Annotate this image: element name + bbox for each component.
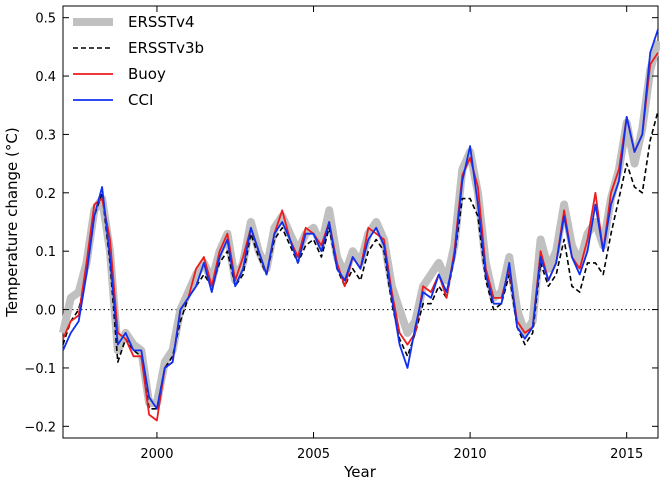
legend-label-cci: CCI: [128, 91, 153, 109]
legend-label-ersstv4: ERSSTv4: [128, 13, 195, 31]
y-tick-label: 0.5: [35, 12, 56, 27]
legend-label-ersstv3b: ERSSTv3b: [128, 39, 204, 57]
y-tick-label: 0.3: [35, 128, 56, 143]
y-tick-label: 0.1: [35, 245, 56, 260]
y-tick-label: 0.4: [35, 70, 56, 85]
x-tick-label: 2000: [140, 447, 173, 462]
x-tick-label: 2015: [610, 447, 643, 462]
y-tick-label: 0.0: [35, 304, 56, 319]
x-tick-label: 2005: [297, 447, 330, 462]
x-axis: 2000 2005 2010 2015: [140, 6, 643, 462]
y-tick-label: −0.2: [24, 420, 56, 435]
legend: ERSSTv4 ERSSTv3b Buoy CCI: [73, 13, 204, 109]
series-line-cci: [62, 29, 659, 410]
x-tick-label: 2010: [454, 447, 487, 462]
series-line-ersstv4: [59, 39, 660, 407]
y-tick-label: −0.1: [24, 362, 56, 377]
y-axis: −0.2 −0.1 0.0 0.1 0.2 0.3 0.4 0.5: [24, 12, 658, 435]
series-group: [59, 29, 660, 422]
y-axis-label: Temperature change (°C): [3, 127, 21, 317]
y-tick-label: 0.2: [35, 187, 56, 202]
x-axis-label: Year: [343, 463, 377, 481]
legend-label-buoy: Buoy: [128, 65, 166, 83]
